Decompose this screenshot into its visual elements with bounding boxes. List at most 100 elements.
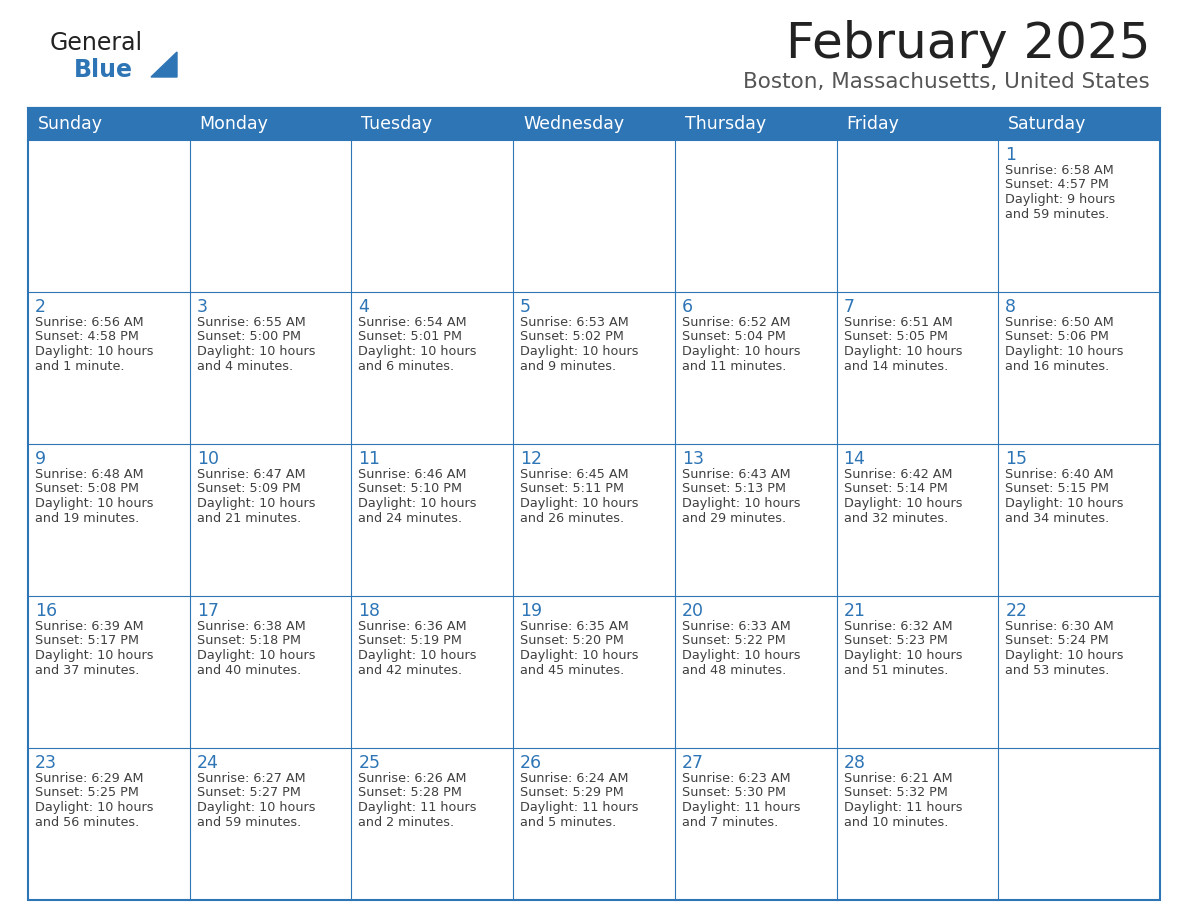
- Polygon shape: [151, 52, 177, 77]
- Text: 9: 9: [34, 450, 46, 468]
- Text: Sunset: 5:09 PM: Sunset: 5:09 PM: [197, 483, 301, 496]
- Text: Daylight: 10 hours: Daylight: 10 hours: [34, 345, 153, 358]
- Bar: [352, 140, 513, 292]
- Text: Sunrise: 6:30 AM: Sunrise: 6:30 AM: [1005, 620, 1114, 633]
- Text: Daylight: 11 hours: Daylight: 11 hours: [359, 801, 476, 814]
- Text: Daylight: 10 hours: Daylight: 10 hours: [34, 649, 153, 662]
- Text: and 14 minutes.: and 14 minutes.: [843, 360, 948, 373]
- Bar: [190, 444, 352, 596]
- Text: Sunset: 5:18 PM: Sunset: 5:18 PM: [197, 634, 301, 647]
- Text: Sunrise: 6:54 AM: Sunrise: 6:54 AM: [359, 316, 467, 329]
- Text: Sunset: 5:30 PM: Sunset: 5:30 PM: [682, 787, 785, 800]
- Text: Daylight: 10 hours: Daylight: 10 hours: [359, 497, 476, 510]
- Text: General: General: [50, 31, 143, 55]
- Text: Daylight: 10 hours: Daylight: 10 hours: [1005, 345, 1124, 358]
- Text: Sunset: 5:05 PM: Sunset: 5:05 PM: [843, 330, 948, 343]
- Bar: [675, 596, 836, 748]
- Text: and 42 minutes.: and 42 minutes.: [359, 664, 462, 677]
- Text: Daylight: 10 hours: Daylight: 10 hours: [34, 801, 153, 814]
- Text: Sunrise: 6:50 AM: Sunrise: 6:50 AM: [1005, 316, 1114, 329]
- Text: Sunset: 5:25 PM: Sunset: 5:25 PM: [34, 787, 139, 800]
- Text: and 56 minutes.: and 56 minutes.: [34, 815, 139, 829]
- Text: and 48 minutes.: and 48 minutes.: [682, 664, 786, 677]
- Text: 24: 24: [197, 754, 219, 772]
- Bar: [352, 748, 513, 900]
- Text: Sunrise: 6:38 AM: Sunrise: 6:38 AM: [197, 620, 305, 633]
- Bar: [352, 596, 513, 748]
- Bar: [998, 292, 1159, 444]
- Text: Thursday: Thursday: [684, 115, 766, 133]
- Text: Daylight: 10 hours: Daylight: 10 hours: [359, 345, 476, 358]
- Text: 5: 5: [520, 298, 531, 316]
- Text: Sunrise: 6:47 AM: Sunrise: 6:47 AM: [197, 468, 305, 481]
- Text: Sunrise: 6:58 AM: Sunrise: 6:58 AM: [1005, 164, 1114, 177]
- Bar: [352, 444, 513, 596]
- Text: 11: 11: [359, 450, 380, 468]
- Text: and 10 minutes.: and 10 minutes.: [843, 815, 948, 829]
- Text: Sunset: 5:15 PM: Sunset: 5:15 PM: [1005, 483, 1110, 496]
- Text: Sunset: 5:13 PM: Sunset: 5:13 PM: [682, 483, 785, 496]
- Text: Daylight: 10 hours: Daylight: 10 hours: [682, 345, 801, 358]
- Bar: [29, 108, 1159, 140]
- Text: Daylight: 9 hours: Daylight: 9 hours: [1005, 193, 1116, 206]
- Text: Daylight: 10 hours: Daylight: 10 hours: [34, 497, 153, 510]
- Text: Sunrise: 6:40 AM: Sunrise: 6:40 AM: [1005, 468, 1114, 481]
- Bar: [352, 292, 513, 444]
- Text: 22: 22: [1005, 602, 1028, 620]
- Text: Sunset: 5:27 PM: Sunset: 5:27 PM: [197, 787, 301, 800]
- Text: and 7 minutes.: and 7 minutes.: [682, 815, 778, 829]
- Text: 10: 10: [197, 450, 219, 468]
- Text: Sunrise: 6:39 AM: Sunrise: 6:39 AM: [34, 620, 144, 633]
- Bar: [998, 748, 1159, 900]
- Text: Daylight: 11 hours: Daylight: 11 hours: [520, 801, 639, 814]
- Text: Daylight: 10 hours: Daylight: 10 hours: [682, 649, 801, 662]
- Text: Daylight: 10 hours: Daylight: 10 hours: [520, 345, 639, 358]
- Bar: [675, 140, 836, 292]
- Text: 14: 14: [843, 450, 865, 468]
- Text: Sunrise: 6:21 AM: Sunrise: 6:21 AM: [843, 772, 953, 785]
- Text: and 51 minutes.: and 51 minutes.: [843, 664, 948, 677]
- Text: 17: 17: [197, 602, 219, 620]
- Text: February 2025: February 2025: [785, 20, 1150, 68]
- Bar: [513, 444, 675, 596]
- Text: 1: 1: [1005, 146, 1016, 164]
- Text: and 26 minutes.: and 26 minutes.: [520, 511, 624, 524]
- Text: Daylight: 10 hours: Daylight: 10 hours: [1005, 497, 1124, 510]
- Text: Daylight: 10 hours: Daylight: 10 hours: [520, 649, 639, 662]
- Text: and 29 minutes.: and 29 minutes.: [682, 511, 786, 524]
- Text: 25: 25: [359, 754, 380, 772]
- Text: 27: 27: [682, 754, 703, 772]
- Text: and 32 minutes.: and 32 minutes.: [843, 511, 948, 524]
- Bar: [998, 444, 1159, 596]
- Text: 12: 12: [520, 450, 542, 468]
- Bar: [998, 596, 1159, 748]
- Text: Sunrise: 6:42 AM: Sunrise: 6:42 AM: [843, 468, 952, 481]
- Text: 15: 15: [1005, 450, 1028, 468]
- Bar: [675, 748, 836, 900]
- Text: 7: 7: [843, 298, 854, 316]
- Bar: [836, 444, 998, 596]
- Text: and 59 minutes.: and 59 minutes.: [197, 815, 301, 829]
- Text: Sunrise: 6:55 AM: Sunrise: 6:55 AM: [197, 316, 305, 329]
- Bar: [513, 140, 675, 292]
- Text: and 59 minutes.: and 59 minutes.: [1005, 207, 1110, 220]
- Text: Sunset: 5:28 PM: Sunset: 5:28 PM: [359, 787, 462, 800]
- Bar: [29, 108, 1159, 900]
- Text: Daylight: 10 hours: Daylight: 10 hours: [359, 649, 476, 662]
- Bar: [29, 596, 190, 748]
- Text: Blue: Blue: [74, 58, 133, 82]
- Text: and 6 minutes.: and 6 minutes.: [359, 360, 455, 373]
- Bar: [29, 140, 190, 292]
- Bar: [29, 292, 190, 444]
- Text: Boston, Massachusetts, United States: Boston, Massachusetts, United States: [744, 72, 1150, 92]
- Bar: [513, 292, 675, 444]
- Text: Sunset: 5:17 PM: Sunset: 5:17 PM: [34, 634, 139, 647]
- Text: Sunset: 5:01 PM: Sunset: 5:01 PM: [359, 330, 462, 343]
- Text: Sunrise: 6:33 AM: Sunrise: 6:33 AM: [682, 620, 790, 633]
- Bar: [190, 140, 352, 292]
- Text: Sunset: 5:06 PM: Sunset: 5:06 PM: [1005, 330, 1110, 343]
- Text: Daylight: 10 hours: Daylight: 10 hours: [682, 497, 801, 510]
- Bar: [190, 748, 352, 900]
- Bar: [836, 292, 998, 444]
- Text: Daylight: 10 hours: Daylight: 10 hours: [843, 649, 962, 662]
